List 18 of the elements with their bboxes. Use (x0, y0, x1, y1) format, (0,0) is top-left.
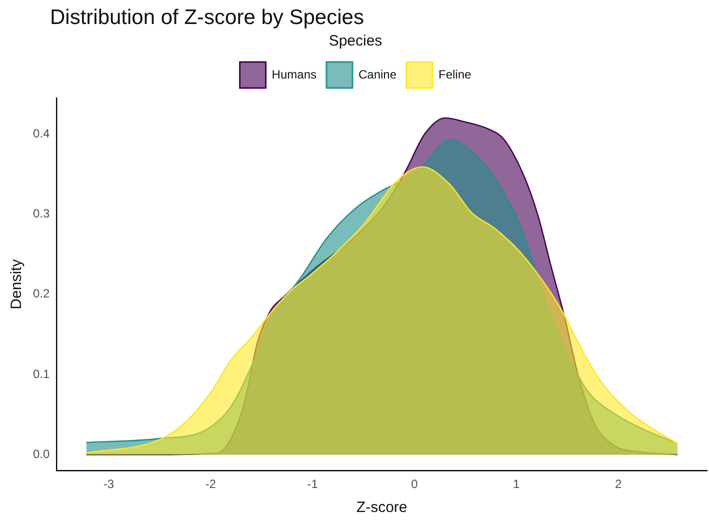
y-tick-label: 0.2 (32, 286, 50, 301)
x-tick-label: 1 (513, 477, 520, 492)
legend-label: Canine (358, 67, 397, 82)
x-tick-label: -2 (205, 477, 216, 492)
y-axis-title: Density (8, 258, 26, 310)
y-tick-label: 0.1 (32, 366, 50, 381)
legend-title: Species (328, 32, 382, 50)
x-axis-title: Z-score (356, 499, 408, 516)
legend-label: Humans (272, 67, 316, 82)
y-tick-label: 0.0 (32, 446, 50, 461)
x-tick-label: 0 (411, 477, 418, 492)
y-tick-label: 0.3 (32, 206, 50, 220)
chart-title: Distribution of Z-score by Species (50, 6, 364, 30)
x-tick-label: 2 (614, 477, 622, 492)
y-tick-label: 0.4 (32, 126, 50, 140)
legend-label: Feline (438, 67, 472, 82)
x-tick-label: -3 (103, 477, 114, 492)
x-tick-label: -1 (307, 477, 318, 492)
